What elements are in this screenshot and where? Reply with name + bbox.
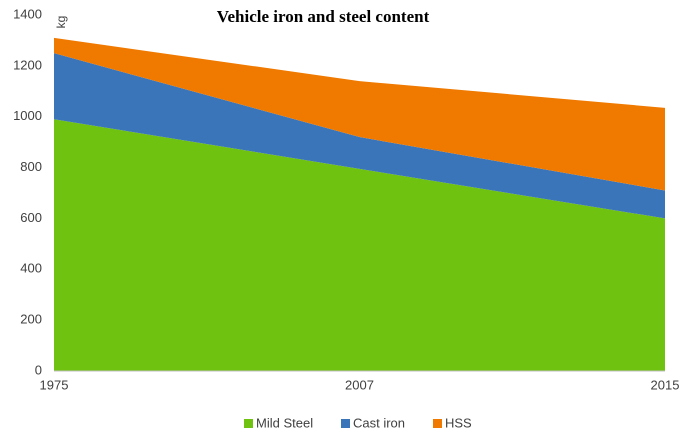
- y-axis-label: kg: [54, 16, 68, 29]
- y-tick-label: 0: [35, 362, 42, 377]
- legend-label: Mild Steel: [256, 415, 313, 430]
- x-tick-label: 2007: [345, 377, 374, 392]
- y-tick-label: 1000: [13, 108, 42, 123]
- y-tick-label: 1200: [13, 57, 42, 72]
- y-tick-label: 400: [20, 261, 42, 276]
- x-tick-label: 1975: [40, 377, 69, 392]
- y-tick-label: 600: [20, 210, 42, 225]
- chart-title: Vehicle iron and steel content: [217, 7, 430, 26]
- area: [54, 53, 665, 219]
- y-tick-label: 200: [20, 312, 42, 327]
- legend-label: HSS: [445, 415, 472, 430]
- legend-swatch: [341, 419, 350, 428]
- legend-swatch: [244, 419, 253, 428]
- area: [54, 37, 665, 191]
- y-tick-label: 800: [20, 159, 42, 174]
- area: [54, 119, 665, 371]
- legend-swatch: [433, 419, 442, 428]
- y-tick-label: 1400: [13, 6, 42, 21]
- legend-label: Cast iron: [353, 415, 405, 430]
- x-tick-label: 2015: [651, 377, 680, 392]
